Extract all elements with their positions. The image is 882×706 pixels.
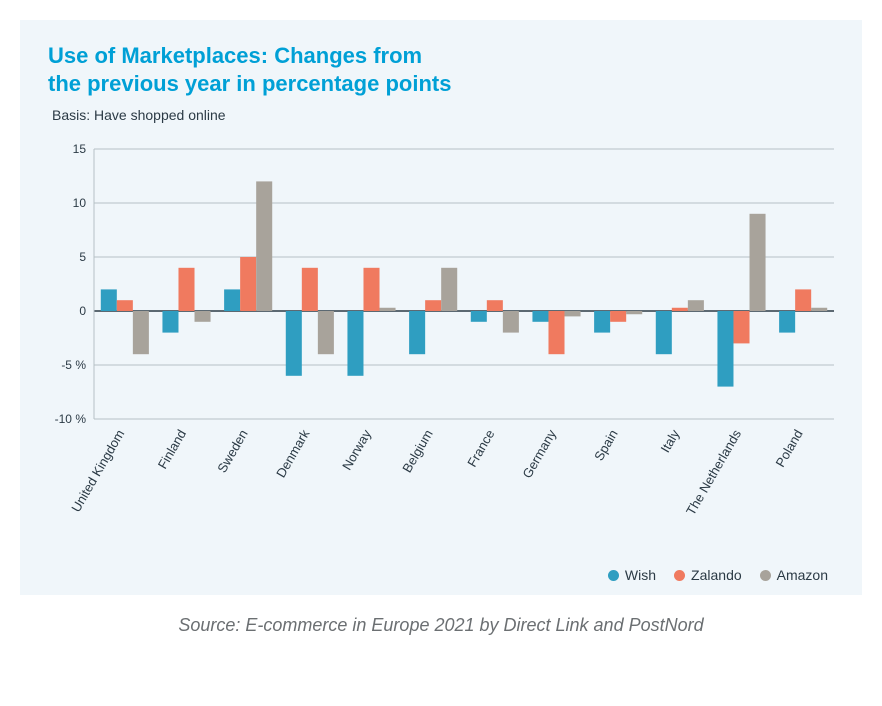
chart-title: Use of Marketplaces: Changes fromthe pre… — [48, 42, 834, 97]
svg-text:Italy: Italy — [658, 427, 683, 456]
legend-item: Amazon — [760, 567, 828, 583]
legend-swatch — [760, 570, 771, 581]
svg-text:5: 5 — [79, 250, 86, 264]
legend-label: Amazon — [777, 567, 828, 583]
svg-text:Norway: Norway — [339, 427, 374, 473]
chart-subtitle: Basis: Have shopped online — [52, 107, 834, 123]
legend-label: Wish — [625, 567, 656, 583]
svg-text:Finland: Finland — [155, 427, 189, 471]
svg-text:-10 %: -10 % — [55, 412, 87, 426]
svg-text:Denmark: Denmark — [273, 427, 313, 481]
legend-swatch — [674, 570, 685, 581]
svg-text:Sweden: Sweden — [214, 427, 250, 475]
svg-text:10: 10 — [73, 196, 87, 210]
chart-panel: Use of Marketplaces: Changes fromthe pre… — [20, 20, 862, 595]
chart-plot: -10 % -5 % 0 5 10 15 United Kingdom Finland Swed… — [48, 141, 834, 561]
svg-text:Spain: Spain — [591, 427, 621, 463]
source-text: Source: E-commerce in Europe 2021 by Dir… — [0, 615, 882, 636]
legend-item: Zalando — [674, 567, 742, 583]
svg-text:15: 15 — [73, 142, 87, 156]
svg-text:Poland: Poland — [773, 427, 806, 470]
chart-svg: -10 % -5 % 0 5 10 15 United Kingdom Finland Swed… — [48, 141, 834, 561]
svg-text:Germany: Germany — [519, 427, 559, 481]
svg-text:0: 0 — [79, 304, 86, 318]
legend-label: Zalando — [691, 567, 742, 583]
svg-text:-5 %: -5 % — [61, 358, 86, 372]
legend-swatch — [608, 570, 619, 581]
svg-text:The Netherlands: The Netherlands — [683, 427, 744, 518]
svg-text:Belgium: Belgium — [399, 427, 435, 475]
svg-text:France: France — [464, 427, 497, 470]
legend: Wish Zalando Amazon — [48, 567, 828, 583]
svg-text:United Kingdom: United Kingdom — [68, 427, 127, 515]
legend-item: Wish — [608, 567, 656, 583]
